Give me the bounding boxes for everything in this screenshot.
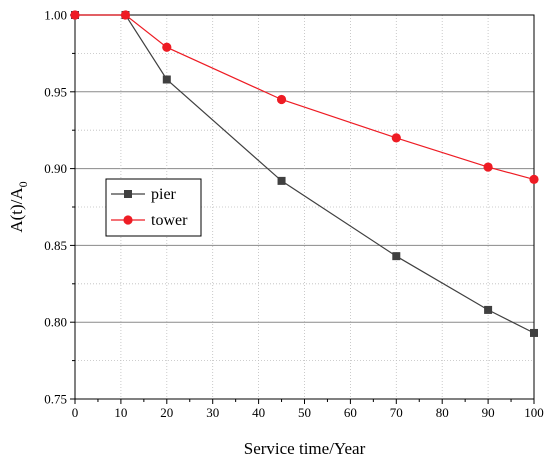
pier-marker [277,176,286,185]
x-tick-label: 60 [344,405,357,420]
tower-marker [120,10,131,20]
tower-marker [529,174,539,184]
tower-marker [123,215,133,225]
x-tick-label: 30 [206,405,219,420]
x-tick-label: 50 [298,405,311,420]
tower-series [70,10,539,184]
y-axis-title-main: A(t)/A [7,187,26,233]
x-tick-label: 80 [436,405,449,420]
tower-marker [162,42,172,52]
legend-label-pier: pier [151,186,177,203]
tower-marker [391,133,401,143]
y-axis-title: A(t)/A0 [7,181,30,232]
x-tick-label: 10 [114,405,127,420]
y-tick-label: 0.85 [44,238,67,253]
pier-marker [162,75,171,84]
pier-marker [484,305,493,314]
x-tick-label: 40 [252,405,265,420]
pier-marker [124,190,132,198]
y-tick-label: 0.90 [44,161,67,176]
x-axis-title: Service time/Year [244,439,366,458]
tower-marker [70,10,80,20]
legend: pier tower [105,178,202,237]
y-axis-title-subscript: 0 [16,181,30,187]
x-tick-label: 90 [482,405,495,420]
y-tick-label: 1.00 [44,8,67,23]
x-tick-label: 100 [524,405,544,420]
x-tick-label: 20 [160,405,173,420]
x-tick-label: 0 [72,405,79,420]
tower-marker [276,94,287,105]
tower-marker [483,162,493,172]
y-tick-label: 0.80 [44,315,67,330]
legend-box [105,178,202,237]
axis-ticks: 0 10 20 30 40 50 60 70 80 90 100 0.75 0.80 0.85 0.90 0.… [44,8,544,421]
x-tick-label: 70 [390,405,403,420]
pier-marker [530,328,538,337]
pier-marker [392,252,401,261]
legend-label-tower: tower [151,212,188,229]
y-tick-label: 0.95 [44,84,67,99]
y-tick-label: 0.75 [44,392,67,407]
series-group [70,10,539,337]
